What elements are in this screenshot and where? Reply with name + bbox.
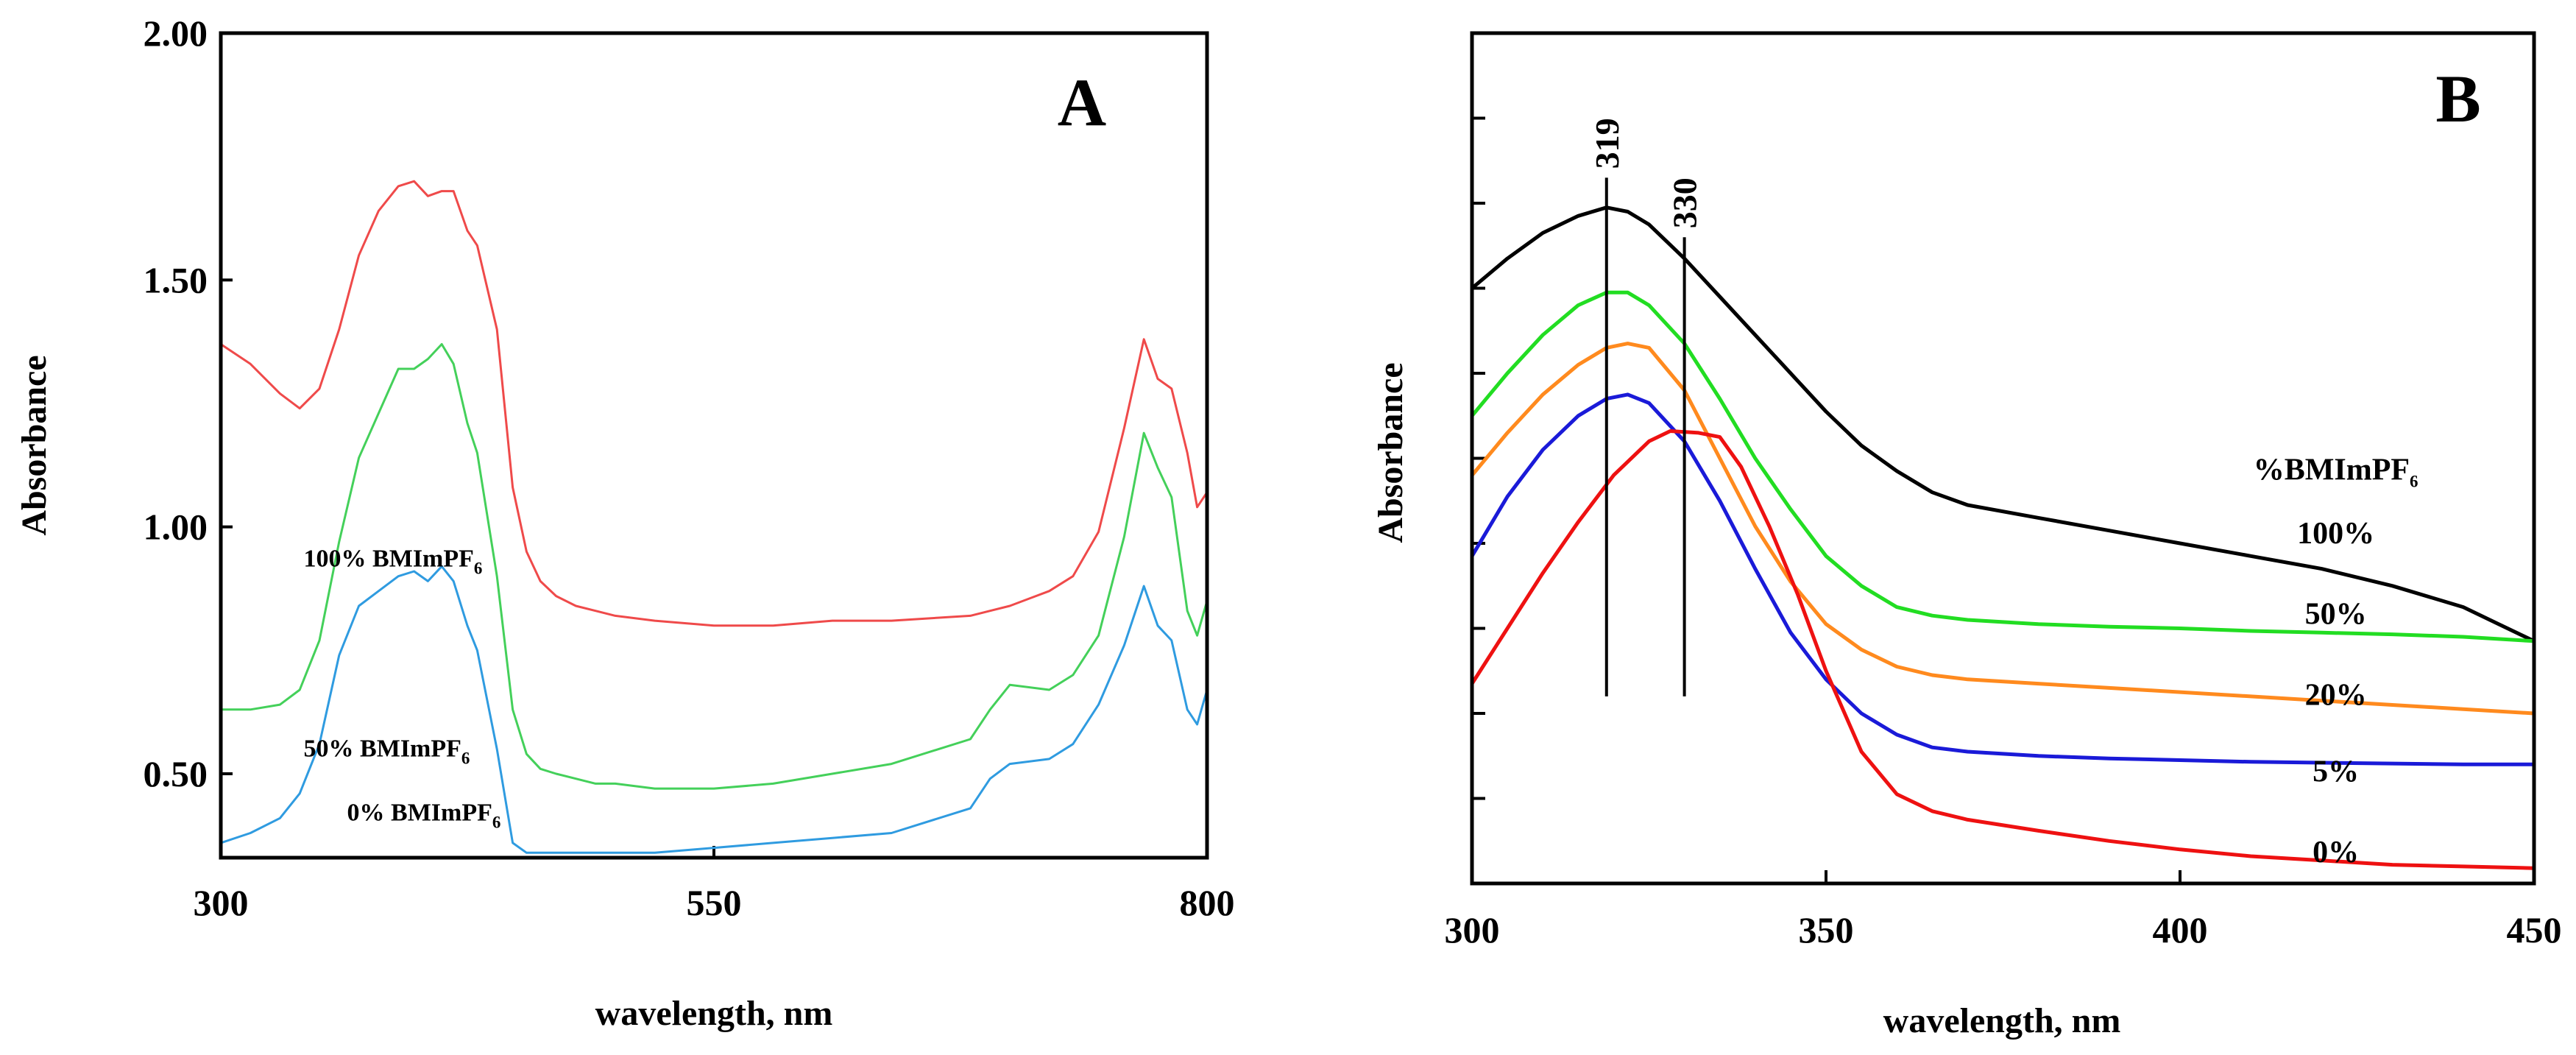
panel-b-frame (1470, 31, 2536, 886)
panel-b-x-axis-title: wavelength, nm (1883, 1001, 2121, 1040)
panel-b-peak-label-319: 319 (1588, 118, 1626, 169)
panel-a-series-label-50pct-bmimpf6: 50% BMImPF6 (304, 735, 470, 768)
panel-a-y-axis-title: Absorbance (15, 355, 54, 535)
panel-b-series-label-100pct: 100% (2297, 517, 2374, 551)
panel-b-legend-title: %BMImPF6 (2254, 453, 2418, 490)
panel-a-chart: 300 550 800 0.50 1.00 1.50 2.00 100% BMImPF6 50… (15, 13, 1235, 1033)
panel-a-x-tick-label: 550 (687, 882, 742, 923)
panel-b-series-100pct (1470, 205, 2536, 643)
panel-a-letter: A (1058, 65, 1106, 140)
panel-b-x-tick-label: 300 (1445, 909, 1500, 950)
panel-a-y-tick-label: 1.50 (144, 259, 208, 300)
panel-a-x-axis-title: wavelength, nm (595, 994, 833, 1033)
panel-a-y-tick-label: 2.00 (144, 13, 208, 54)
panel-a-series-0pct-bmimpf6 (219, 565, 1209, 854)
panel-a-series-50pct-bmimpf6 (219, 343, 1209, 790)
panel-a-y-tick-label: 1.00 (144, 507, 208, 548)
panel-b-series-5pct (1470, 392, 2536, 766)
panel-b-series-label-20pct: 20% (2305, 678, 2367, 712)
panel-b-series-label-0pct: 0% (2313, 836, 2359, 869)
panel-a-x-tick-label: 800 (1180, 882, 1235, 923)
panel-b-series-label-50pct: 50% (2305, 598, 2367, 632)
panel-a-series-100pct-bmimpf6 (219, 180, 1209, 627)
panel-b-peak-label-330: 330 (1666, 177, 1704, 228)
panel-a-y-tick-label: 0.50 (144, 753, 208, 794)
panel-b-series-label-5pct: 5% (2313, 755, 2359, 788)
panel-b-series-20pct (1470, 342, 2536, 716)
panel-b-y-axis-title: Absorbance (1371, 362, 1410, 543)
panel-a-series-label-0pct-bmimpf6: 0% BMImPF6 (347, 800, 501, 832)
panel-b-chart: 300 350 400 450 319 330 %BMImPF6 100% 50% 20% 5%… (1371, 31, 2562, 1040)
panel-b-series-50pct (1470, 290, 2536, 643)
panel-a-series-label-100pct-bmimpf6: 100% BMImPF6 (304, 545, 483, 577)
panel-b-x-tick-label: 450 (2507, 909, 2562, 950)
panel-b-x-tick-label: 400 (2153, 909, 2208, 950)
panel-a-x-tick-label: 300 (194, 882, 249, 923)
panel-b-letter: B (2435, 61, 2480, 136)
panel-b-series-0pct (1470, 429, 2536, 870)
panel-a-frame (219, 31, 1209, 860)
panel-b-x-tick-label: 350 (1799, 909, 1854, 950)
